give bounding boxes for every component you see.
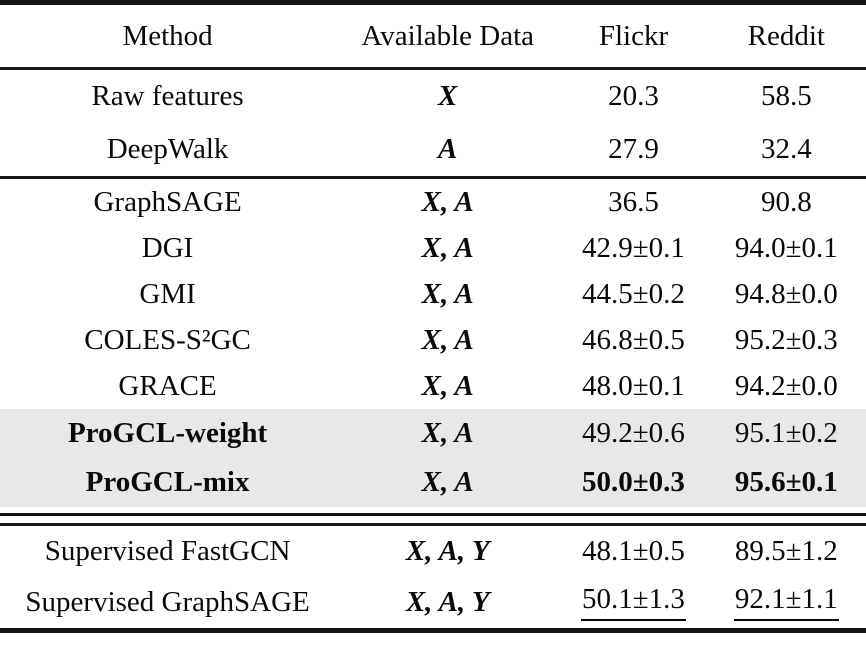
- cell-flickr: 50.1±1.3: [560, 577, 706, 628]
- cell-method: ProGCL-mix: [0, 458, 336, 507]
- rule-mid: [0, 176, 866, 179]
- table-row-supervised-fastgcn: Supervised FastGCN X, A, Y 48.1±0.5 89.5…: [0, 526, 866, 577]
- cell-available-data: X, A: [335, 409, 561, 458]
- cell-method: DGI: [141, 231, 194, 264]
- cell-reddit: 95.2±0.3: [734, 323, 838, 356]
- cell-available-data: X, A: [421, 231, 474, 264]
- cell-reddit: 94.0±0.1: [734, 231, 838, 264]
- table-row-supervised-graphsage: Supervised GraphSAGE X, A, Y 50.1±1.3 92…: [0, 577, 866, 628]
- cell-method: GMI: [139, 277, 196, 310]
- cell-available-data: X, A: [421, 277, 474, 310]
- table-row-grace: GRACE X, A 48.0±0.1 94.2±0.0: [0, 363, 866, 409]
- col-header-flickr: Flickr: [598, 19, 669, 52]
- cell-reddit: 58.5: [760, 80, 812, 113]
- cell-available-data: X, A, Y: [405, 586, 490, 619]
- cell-method: ProGCL-weight: [0, 409, 336, 458]
- cell-method: Supervised GraphSAGE: [25, 586, 310, 619]
- rule-bottom-line: [0, 628, 866, 633]
- cell-available-data: X, A: [421, 185, 474, 218]
- rule-mid-line: [0, 176, 866, 179]
- rule-top-line: [0, 0, 866, 5]
- results-table: Method Available Data Flickr Reddit Raw …: [0, 0, 866, 633]
- rule-top: [0, 0, 866, 5]
- col-header-available-data: Available Data: [361, 19, 534, 52]
- cell-flickr: 44.5±0.2: [582, 277, 685, 310]
- cell-reddit: 89.5±1.2: [734, 535, 838, 568]
- cell-flickr: 46.8±0.5: [582, 323, 685, 356]
- cell-reddit: 94.2±0.0: [734, 369, 838, 402]
- cell-available-data: X, A: [421, 323, 474, 356]
- cell-available-data: X, A, Y: [405, 535, 490, 568]
- table-row-raw-features: Raw features X 20.3 58.5: [0, 70, 866, 123]
- underlined-value: 50.1±1.3: [581, 584, 686, 621]
- table-row-dgi: DGI X, A 42.9±0.1 94.0±0.1: [0, 225, 866, 271]
- cell-reddit: 90.8: [760, 185, 812, 218]
- cell-reddit: 95.1±0.2: [706, 409, 866, 458]
- cell-reddit: 95.6±0.1: [706, 458, 866, 507]
- cell-flickr: 27.9: [608, 133, 659, 166]
- rule-below-header-line: [0, 67, 866, 70]
- gap-before-double-rule: [0, 507, 866, 513]
- cell-method: GRACE: [118, 369, 217, 402]
- cell-method: DeepWalk: [106, 133, 229, 166]
- table-row-progcl-weight: ProGCL-weight X, A 49.2±0.6 95.1±0.2: [0, 409, 866, 458]
- rule-double-lower-line: [0, 523, 866, 526]
- cell-flickr: 49.2±0.6: [560, 409, 707, 458]
- cell-method: Raw features: [91, 80, 244, 113]
- cell-method: Supervised FastGCN: [44, 535, 291, 568]
- cell-flickr: 48.0±0.1: [582, 369, 685, 402]
- rule-double-lower: [0, 523, 866, 526]
- rule-below-header: [0, 67, 866, 70]
- table-row-progcl-mix: ProGCL-mix X, A 50.0±0.3 95.6±0.1: [0, 458, 866, 507]
- table-row-coles-s2gc: COLES-S²GC X, A 46.8±0.5 95.2±0.3: [0, 317, 866, 363]
- table-row-gmi: GMI X, A 44.5±0.2 94.8±0.0: [0, 271, 866, 317]
- cell-flickr: 36.5: [608, 185, 659, 218]
- cell-reddit: 92.1±1.1: [707, 577, 866, 628]
- table-row-deepwalk: DeepWalk A 27.9 32.4: [0, 123, 866, 176]
- cell-method: COLES-S²GC: [84, 323, 251, 356]
- rule-double-upper-line: [0, 513, 866, 516]
- table-header-row: Method Available Data Flickr Reddit: [0, 5, 866, 67]
- underlined-value: 92.1±1.1: [733, 584, 839, 621]
- col-header-method: Method: [122, 19, 213, 52]
- table-row-graphsage: GraphSAGE X, A 36.5 90.8: [0, 179, 866, 225]
- cell-reddit: 94.8±0.0: [734, 277, 838, 310]
- cell-flickr: 48.1±0.5: [582, 535, 685, 568]
- cell-method: GraphSAGE: [93, 185, 242, 218]
- cell-available-data: X: [438, 80, 458, 113]
- col-header-reddit: Reddit: [747, 19, 825, 52]
- cell-reddit: 32.4: [760, 133, 812, 166]
- rule-bottom: [0, 628, 866, 633]
- rule-double-upper: [0, 513, 866, 516]
- cell-available-data: X, A: [421, 369, 474, 402]
- cell-flickr: 50.0±0.3: [560, 458, 707, 507]
- cell-flickr: 42.9±0.1: [582, 231, 685, 264]
- cell-available-data: A: [438, 133, 458, 166]
- cell-available-data: X, A: [335, 458, 561, 507]
- gap-in-double-rule: [0, 516, 866, 523]
- cell-flickr: 20.3: [608, 80, 659, 113]
